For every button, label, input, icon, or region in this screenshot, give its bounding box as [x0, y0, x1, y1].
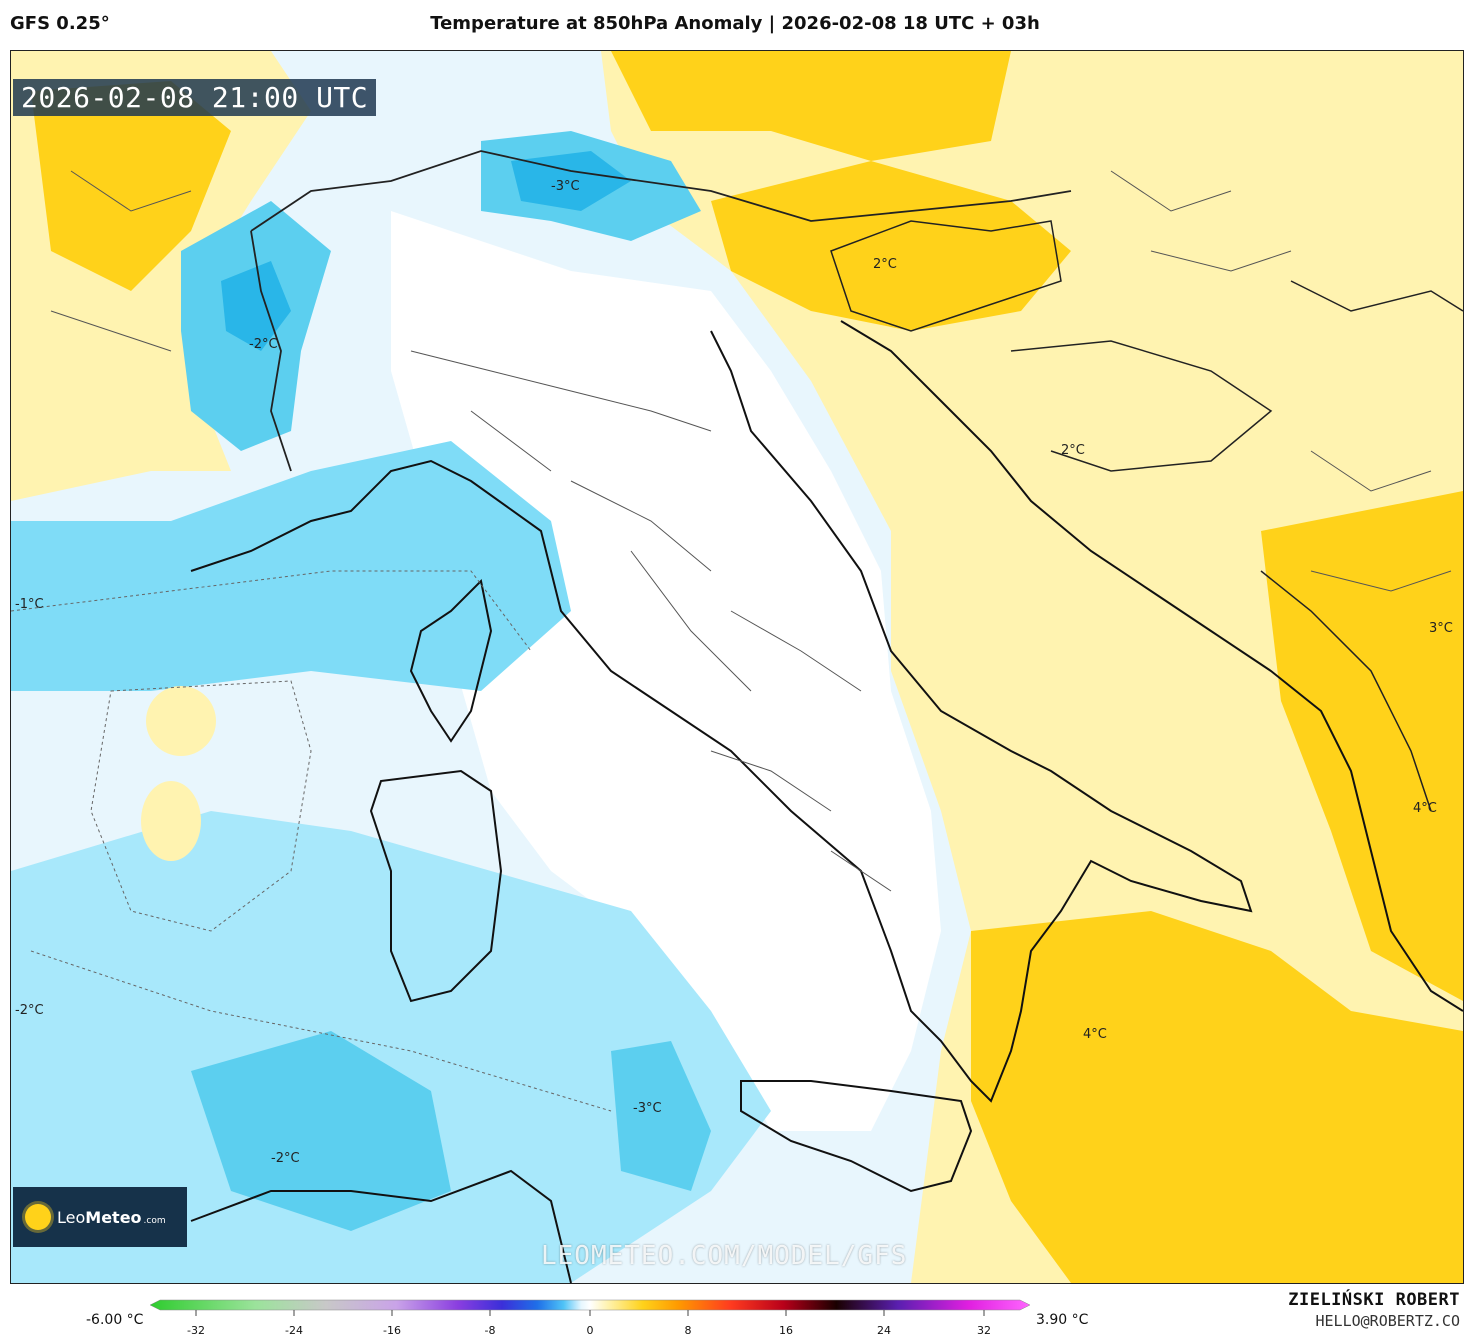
- cold-anomaly-sicily-w: [611, 1041, 711, 1191]
- logo-text: LeoMeteo .com: [57, 1208, 166, 1227]
- contour-label-alps-west: -2°C: [249, 337, 278, 352]
- scale-tick: 8: [684, 1324, 692, 1337]
- zero-contour: [90, 680, 312, 932]
- logo-bold: Meteo: [85, 1207, 142, 1227]
- warm-anomaly-west-strong: [31, 81, 231, 291]
- logo-suffix: .com: [143, 1215, 166, 1226]
- model-name: GFS 0.25°: [10, 13, 110, 34]
- balkan-border-east: [1290, 280, 1463, 312]
- france-italy-border: [250, 230, 292, 472]
- scale-tick: -32: [187, 1324, 205, 1337]
- warm-anomaly-strong: [971, 911, 1463, 1283]
- author-email[interactable]: HELLO@ROBERTZ.CO: [1315, 1312, 1461, 1330]
- scale-min-value: -6.00 °C: [86, 1312, 144, 1328]
- sun-icon: [25, 1204, 51, 1230]
- corsica-coastline: [409, 578, 493, 743]
- alps-border: [250, 150, 1072, 232]
- leometeo-logo[interactable]: LeoMeteo .com: [13, 1187, 187, 1247]
- contour-label-sea-west: -1°C: [15, 597, 44, 612]
- croatia-border: [1010, 340, 1273, 472]
- color-scale-bar: [150, 1299, 1030, 1316]
- warm-anomaly-balkan: [1261, 491, 1463, 1001]
- scale-tick: -8: [484, 1324, 496, 1337]
- scale-tick: 16: [779, 1324, 793, 1337]
- contour-label-alps-north: -3°C: [551, 179, 580, 194]
- author-name: ZIELIŃSKI ROBERT: [1288, 1290, 1460, 1310]
- balkan-border-south: [1260, 570, 1432, 812]
- cold-anomaly-deep-sw: [191, 1031, 451, 1231]
- scale-tick: -16: [383, 1324, 401, 1337]
- italy-coastline: [190, 330, 1253, 1103]
- contour-label-greece: 4°C: [1413, 801, 1437, 816]
- logo-light: Leo: [57, 1207, 86, 1227]
- neutral-band-italy: [391, 211, 941, 1131]
- region-lines: [50, 170, 1452, 892]
- contour-label-calabria: 4°C: [1083, 1027, 1107, 1042]
- contour-label-slovenia: 2°C: [873, 257, 897, 272]
- warm-patch-2: [141, 781, 201, 861]
- contour-label-tunisia-sea: -2°C: [271, 1151, 300, 1166]
- cold-anomaly-alps-core: [511, 151, 631, 211]
- sardinia-coastline: [369, 769, 503, 1003]
- scale-tick: 24: [877, 1324, 891, 1337]
- contour-label-sicily-west: -3°C: [633, 1101, 662, 1116]
- sicily-coastline: [740, 1080, 973, 1193]
- scale-tick: -24: [285, 1324, 303, 1337]
- contour-label-far-west: -2°C: [15, 1003, 44, 1018]
- contour-label-balkan-edge: 3°C: [1429, 621, 1453, 636]
- map-canvas: [11, 51, 1463, 1283]
- scale-tick: 0: [586, 1324, 594, 1337]
- contour-label-croatia: 2°C: [1061, 443, 1085, 458]
- slovenia-border: [830, 220, 1062, 332]
- anomaly-map[interactable]: 2026-02-08 21:00 UTC -2°C -3°C 2°C 2°C -…: [10, 50, 1464, 1284]
- chart-title: Temperature at 850hPa Anomaly | 2026-02-…: [430, 13, 1040, 34]
- watermark-url: LEOMETEO.COM/MODEL/GFS: [541, 1241, 908, 1271]
- minus-one-contour: [11, 570, 612, 1112]
- cold-anomaly-sea: [11, 441, 571, 691]
- balkan-coastline: [840, 320, 1463, 1012]
- scale-max-value: 3.90 °C: [1036, 1312, 1089, 1328]
- warm-anomaly-top: [611, 51, 1011, 161]
- scale-tick: 32: [977, 1324, 991, 1337]
- valid-time-label: 2026-02-08 21:00 UTC: [13, 79, 377, 116]
- north-africa-coastline: [190, 1169, 572, 1283]
- warm-patch-1: [146, 686, 216, 756]
